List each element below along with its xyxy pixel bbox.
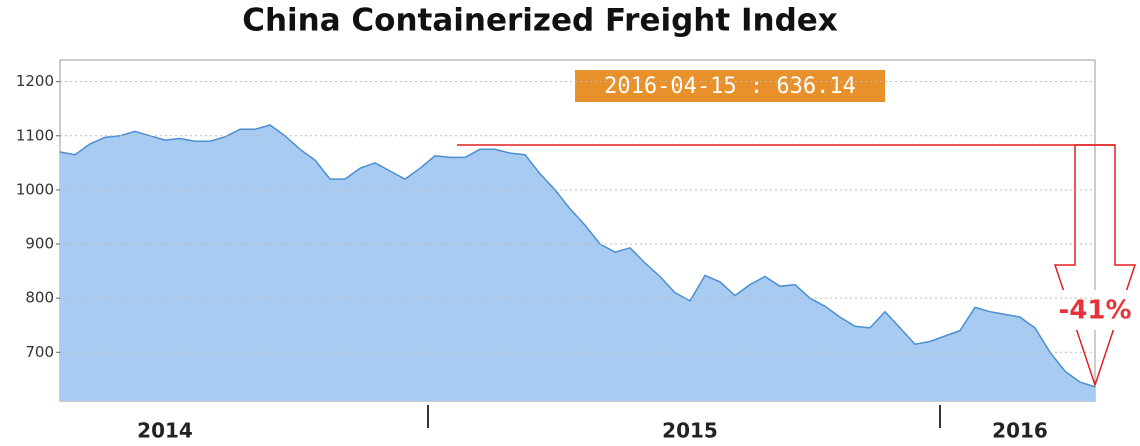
y-tick-label: 1100 [16, 126, 54, 144]
x-tick-label: 2016 [992, 419, 1048, 443]
x-tick-label: 2015 [662, 419, 718, 443]
area-fill [60, 125, 1095, 401]
line [59, 124, 1096, 388]
y-tick-label: 1200 [16, 72, 54, 90]
y-tick-label: 900 [25, 235, 54, 253]
label-bg [1058, 290, 1132, 330]
change-label: -41% [1058, 296, 1131, 326]
y-tick-label: 700 [25, 343, 54, 361]
chart-title: China Containerized Freight Index [242, 3, 838, 39]
y-tick-label: 800 [25, 289, 54, 307]
tooltip-text: 2016-04-15 : 636.14 [604, 74, 856, 99]
x-tick-label: 2014 [137, 419, 193, 443]
y-tick-label: 1000 [16, 180, 54, 198]
tooltip-box [575, 70, 885, 102]
plot [59, 124, 1096, 401]
